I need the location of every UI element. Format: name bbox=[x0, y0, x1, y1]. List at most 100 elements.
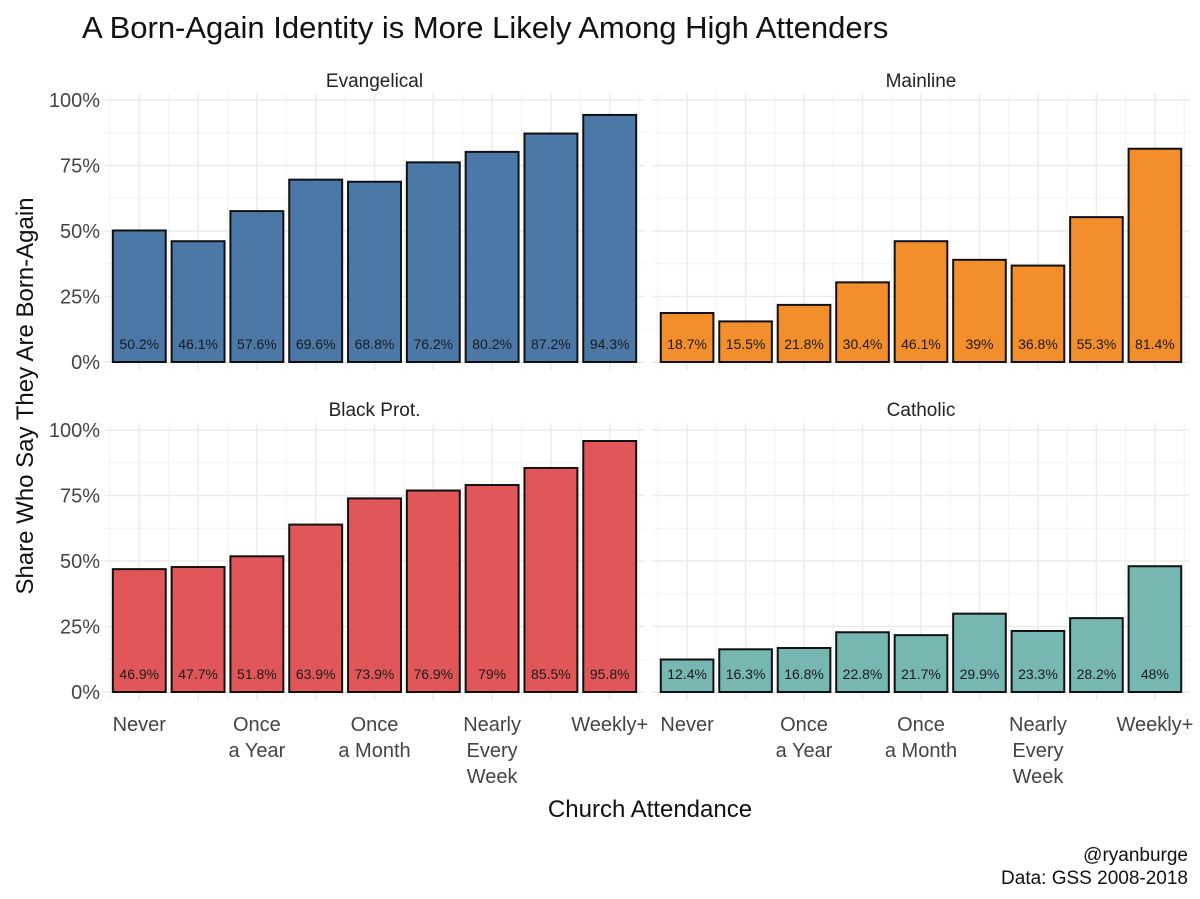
bar-value-label: 79% bbox=[478, 666, 506, 682]
bar bbox=[288, 523, 344, 693]
x-tick-label: Week bbox=[467, 766, 519, 788]
bar bbox=[659, 658, 715, 694]
x-tick-label: Nearly bbox=[463, 714, 521, 736]
bar bbox=[1069, 617, 1124, 694]
bar-value-label: 22.8% bbox=[843, 666, 883, 682]
bar-value-label: 68.8% bbox=[355, 336, 395, 352]
bar bbox=[523, 132, 579, 363]
y-axis-label: Share Who Say They Are Born-Again bbox=[12, 197, 39, 594]
x-tick-label: Never bbox=[660, 714, 714, 736]
x-tick-label: Nearly bbox=[1009, 714, 1067, 736]
y-tick-label: 0% bbox=[71, 682, 100, 704]
bar-value-label: 16.8% bbox=[784, 666, 824, 682]
y-tick-label: 75% bbox=[60, 486, 100, 508]
bar-value-label: 85.5% bbox=[531, 666, 571, 682]
bar-value-label: 29.9% bbox=[960, 666, 1000, 682]
bar-value-label: 73.9% bbox=[355, 666, 395, 682]
bar-value-label: 57.6% bbox=[237, 336, 277, 352]
panel-title: Mainline bbox=[886, 71, 957, 92]
bar bbox=[776, 303, 832, 364]
x-tick-label: Once bbox=[351, 714, 399, 736]
x-tick-label: Every bbox=[467, 740, 518, 762]
bar bbox=[659, 312, 715, 364]
bar-value-label: 63.9% bbox=[296, 666, 336, 682]
panel-black-prot: Black Prot. 0% 25% 50% 75% 100% 46.9% 47.7% 51.8… bbox=[49, 400, 648, 788]
x-tick-label: Once bbox=[780, 714, 828, 736]
bar-value-label: 18.7% bbox=[667, 336, 707, 352]
bar-value-label: 51.8% bbox=[237, 666, 277, 682]
y-tick-label: 50% bbox=[60, 221, 100, 243]
bar bbox=[229, 555, 285, 693]
bar bbox=[718, 648, 773, 694]
bar-value-label: 36.8% bbox=[1018, 336, 1058, 352]
bar bbox=[170, 240, 226, 363]
x-tick-label: a Month bbox=[338, 740, 410, 762]
x-tick-label: Week bbox=[1013, 766, 1065, 788]
x-tick-label: a Year bbox=[776, 740, 833, 762]
bar bbox=[1127, 565, 1183, 693]
x-tick-label: Weekly+ bbox=[571, 714, 648, 736]
bar bbox=[288, 178, 344, 363]
x-tick-label: Never bbox=[113, 714, 167, 736]
x-tick-label: Once bbox=[233, 714, 281, 736]
bar-value-label: 23.3% bbox=[1018, 666, 1058, 682]
bar bbox=[1127, 147, 1183, 363]
chart-title: A Born-Again Identity is More Likely Amo… bbox=[82, 10, 888, 45]
bar bbox=[523, 466, 579, 693]
bar bbox=[835, 631, 890, 693]
bar bbox=[776, 646, 832, 694]
bar-value-label: 94.3% bbox=[590, 336, 630, 352]
bar-value-label: 69.6% bbox=[296, 336, 336, 352]
bar-value-label: 46.1% bbox=[178, 336, 218, 352]
bar bbox=[347, 497, 402, 693]
bar bbox=[1010, 629, 1066, 693]
x-tick-label: Weekly+ bbox=[1116, 714, 1193, 736]
bar-value-label: 50.2% bbox=[119, 336, 159, 352]
y-tick-label: 100% bbox=[49, 420, 100, 442]
y-tick-label: 25% bbox=[60, 287, 100, 309]
caption-source: Data: GSS 2008-2018 bbox=[1001, 868, 1188, 889]
bar bbox=[582, 113, 638, 363]
bar-value-label: 21.7% bbox=[901, 666, 941, 682]
y-tick-label: 0% bbox=[71, 352, 100, 374]
caption-handle: @ryanburge bbox=[1083, 845, 1188, 866]
bar-value-label: 30.4% bbox=[843, 336, 883, 352]
bar bbox=[582, 440, 638, 693]
bar bbox=[111, 568, 167, 694]
bar bbox=[952, 612, 1007, 693]
bar-value-label: 16.3% bbox=[726, 666, 766, 682]
bar-value-label: 21.8% bbox=[784, 336, 824, 352]
bar-value-label: 47.7% bbox=[178, 666, 218, 682]
bar bbox=[170, 566, 226, 693]
panels: Evangelical 0% 25% 50% 75% 100% 50.2% 46.1% 57.6… bbox=[49, 71, 1194, 788]
bar-value-label: 81.4% bbox=[1135, 336, 1175, 352]
bar-value-label: 80.2% bbox=[472, 336, 512, 352]
bar bbox=[893, 634, 949, 693]
panel-mainline: Mainline 18.7% 15.5% 21.8% 30.4% 46.1% 39% 36.8… bbox=[652, 71, 1190, 370]
y-tick-label: 50% bbox=[60, 551, 100, 573]
panel-title: Catholic bbox=[887, 400, 956, 421]
bar bbox=[464, 484, 520, 693]
panel-title: Evangelical bbox=[326, 71, 423, 92]
bar bbox=[1010, 264, 1066, 364]
bar-value-label: 76.2% bbox=[413, 336, 453, 352]
y-tick-label: 25% bbox=[60, 617, 100, 639]
panel-evangelical: Evangelical 0% 25% 50% 75% 100% 50.2% 46.1% 57.6… bbox=[49, 71, 645, 374]
bar bbox=[835, 281, 890, 363]
bar-value-label: 46.1% bbox=[901, 336, 941, 352]
bar-value-label: 39% bbox=[965, 336, 993, 352]
x-tick-label: a Month bbox=[885, 740, 957, 762]
bar-value-label: 48% bbox=[1141, 666, 1169, 682]
bar bbox=[405, 489, 461, 693]
bar bbox=[229, 210, 285, 363]
x-tick-label: Once bbox=[897, 714, 945, 736]
bar-value-label: 12.4% bbox=[667, 666, 707, 682]
bar-value-label: 28.2% bbox=[1077, 666, 1117, 682]
bar bbox=[1069, 216, 1124, 363]
y-tick-label: 100% bbox=[49, 90, 100, 112]
bar-value-label: 55.3% bbox=[1077, 336, 1117, 352]
y-tick-label: 75% bbox=[60, 156, 100, 178]
x-tick-label: a Year bbox=[229, 740, 286, 762]
bar-value-label: 87.2% bbox=[531, 336, 571, 352]
